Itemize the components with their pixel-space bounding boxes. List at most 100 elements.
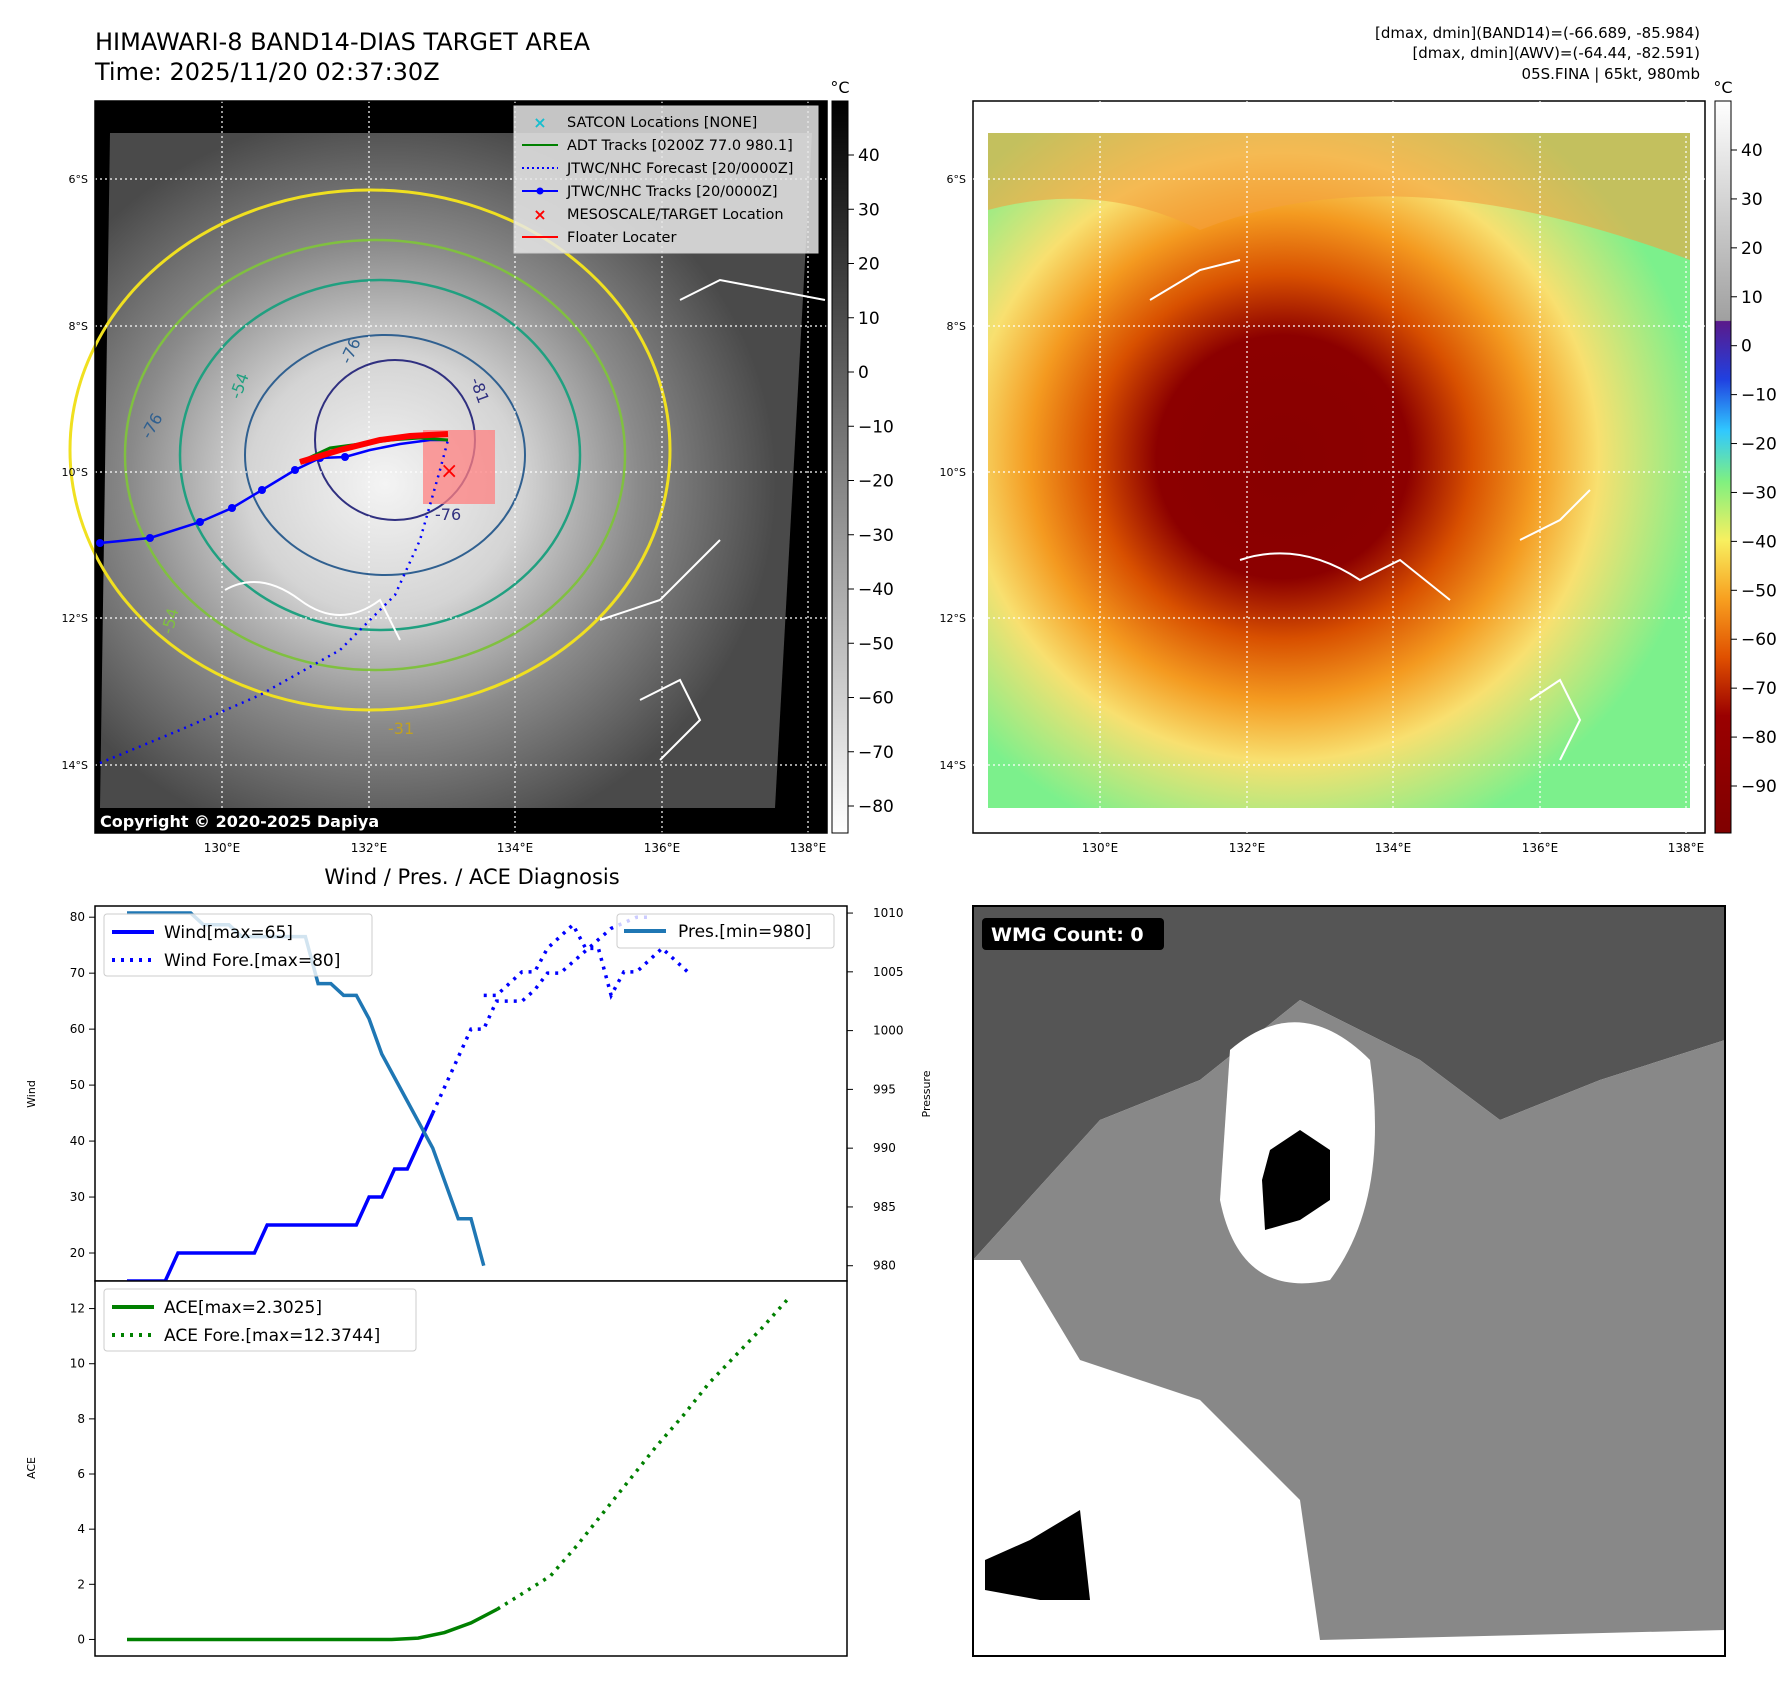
contour-inner [178, 278, 582, 632]
lon-label: 138°E [1668, 841, 1705, 855]
wind-fore-legend-label: Wind Fore.[max=80] [164, 951, 340, 971]
ace-ytick-label: 2 [77, 1577, 85, 1591]
lat-label: 10°S [940, 466, 966, 479]
gray-colorbar-ramp [831, 100, 849, 834]
contour-label: -76 [435, 505, 461, 524]
series-ace-max-2-3025- [127, 1607, 499, 1642]
wind-ytick-label: 20 [70, 1246, 85, 1260]
diagnosis-title: Wind / Pres. / ACE Diagnosis [324, 865, 619, 889]
legend-marker: × [533, 113, 546, 132]
lat-label: 10°S [62, 466, 88, 479]
colorbar-tick-label: −80 [858, 797, 894, 817]
track-point [96, 539, 104, 547]
lat-label: 8°S [947, 320, 966, 333]
lon-label: 136°E [644, 841, 681, 855]
color-colorbar-unit: °C [1713, 78, 1732, 97]
colorbar-tick-label: 10 [1741, 288, 1763, 308]
colorbar-tick-label: −80 [1741, 728, 1777, 748]
map-legend: × SATCON Locations [NONE] ADT Tracks [0200… [513, 105, 819, 254]
ir-color-map: 6°S8°S10°S12°S14°S 130°E 132°E 134°E 136°E 1… [940, 100, 1706, 855]
ace-ytick-label: 4 [77, 1522, 85, 1536]
ir-gray-map: × -54 -76 -81 -76 -76 -31 -54 × SATCON Lo… [62, 100, 828, 855]
pressure-ylabel: Pressure [920, 1070, 933, 1117]
series-ace-fore-max-12-3744- [496, 1297, 790, 1611]
wind-ytick-label: 60 [70, 1022, 85, 1036]
contour-core [244, 334, 526, 576]
colorbar-tick-label: −70 [1741, 679, 1777, 699]
colorbar-tick-label: −60 [1741, 630, 1777, 650]
legend-label: ADT Tracks [0200Z 77.0 980.1] [567, 138, 793, 154]
ace-chart: 0 2 4 6 8 10 12 ACE ACE[max=2.3025] ACE Fore.[… [25, 1280, 848, 1657]
legend-label: JTWC/NHC Tracks [20/0000Z] [566, 184, 778, 200]
color-colorbar: °C 40 30 20 10 0 −10 −20 −30 −40 −50 −60 −70 −80 −90 [1713, 78, 1777, 834]
stats-band14: [dmax, dmin](BAND14)=(-66.689, -85.984) [1375, 24, 1700, 42]
copyright: Copyright © 2020-2025 Dapiya [100, 812, 379, 831]
jtwc-track-points [96, 453, 349, 547]
coastline [224, 278, 826, 761]
pressure-ytick-label: 1010 [873, 906, 904, 920]
contour-label: -31 [388, 719, 414, 738]
target-location-marker: × [440, 459, 458, 484]
ace-legend-label: ACE[max=2.3025] [164, 1298, 322, 1318]
color-map-gridlines [973, 101, 1705, 833]
track-point [146, 534, 154, 542]
color-satellite-image [988, 133, 1690, 808]
lat-label: 14°S [62, 759, 88, 772]
colorbar-tick-label: −30 [858, 526, 894, 546]
track-point [341, 453, 349, 461]
pressure-ytick-label: 980 [873, 1259, 896, 1273]
colorbar-tick-label: −20 [858, 472, 894, 492]
wmg-frame [972, 905, 1726, 1657]
wind-ytick-label: 40 [70, 1134, 85, 1148]
colorbar-tick-label: −20 [1741, 435, 1777, 455]
legend-marker [536, 187, 544, 195]
ace-legend: ACE[max=2.3025] ACE Fore.[max=12.3744] [103, 1288, 417, 1352]
colorbar-tick-label: −50 [858, 634, 894, 654]
ace-ytick-label: 8 [77, 1412, 85, 1426]
lon-label: 138°E [790, 841, 827, 855]
wind-ylabel: Wind [25, 1080, 38, 1108]
contour-outer [68, 188, 672, 712]
colorbar-tick-label: −60 [858, 689, 894, 709]
ace-ytick-label: 12 [70, 1302, 85, 1316]
lat-label: 14°S [940, 759, 966, 772]
floater-locater [299, 431, 449, 465]
lon-label: 136°E [1522, 841, 1559, 855]
figure-time: Time: 2025/11/20 02:37:30Z [94, 58, 440, 86]
track-point [196, 518, 204, 526]
ace-fore-legend-label: ACE Fore.[max=12.3744] [164, 1326, 380, 1346]
pressure-ytick-label: 1000 [873, 1024, 904, 1038]
colorbar-tick-label: 10 [858, 309, 880, 329]
lat-labels: 6°S 8°S 10°S 12°S 14°S [62, 173, 88, 772]
colorbar-tick-label: −10 [858, 417, 894, 437]
series-pres-fore- [483, 921, 689, 1001]
color-lat-labels: 6°S 8°S 10°S 12°S 14°S [940, 173, 966, 772]
track-point [258, 486, 266, 494]
colorbar-tick-label: −40 [1741, 532, 1777, 552]
lon-label: 132°E [1229, 841, 1266, 855]
legend-label: JTWC/NHC Forecast [20/0000Z] [566, 161, 793, 177]
cloud-band [988, 133, 1690, 260]
legend-label: SATCON Locations [NONE] [567, 115, 757, 131]
series-wind-max-65- [127, 1112, 435, 1283]
legend-marker: × [533, 205, 546, 224]
legend-box [513, 105, 819, 254]
colorbar-tick-label: 0 [858, 363, 869, 383]
gray-colorbar: °C 40 30 20 10 0 −10 −20 −30 −40 −50 −60 −70 −80 [830, 78, 894, 834]
wind-ytick-label: 30 [70, 1190, 85, 1204]
lon-label: 134°E [497, 841, 534, 855]
wind-ytick-label: 70 [70, 966, 85, 980]
colorbar-tick-label: 20 [858, 255, 880, 275]
target-area-box [423, 430, 495, 504]
wind-pressure-chart: Wind / Pres. / ACE Diagnosis 20 30 40 50 60 7… [25, 865, 933, 1283]
pressure-legend-label: Pres.[min=980] [678, 922, 811, 942]
colorbar-tick-label: 30 [858, 200, 880, 220]
colorbar-tick-label: 40 [858, 146, 880, 166]
pressure-ytick-label: 995 [873, 1082, 896, 1096]
wind-ytick-label: 80 [70, 910, 85, 924]
ace-legend-box [103, 1288, 417, 1352]
color-colorbar-ramp [1714, 100, 1732, 834]
colorbar-tick-label: 0 [1741, 337, 1752, 357]
colorbar-tick-label: 30 [1741, 190, 1763, 210]
